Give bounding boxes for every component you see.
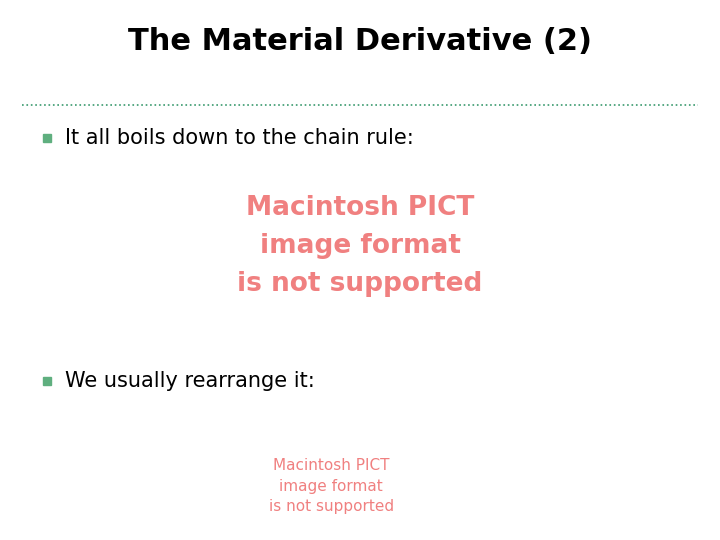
Text: The Material Derivative (2): The Material Derivative (2) xyxy=(128,27,592,56)
Text: Macintosh PICT
image format
is not supported: Macintosh PICT image format is not suppo… xyxy=(269,457,394,515)
Text: Macintosh PICT
image format
is not supported: Macintosh PICT image format is not suppo… xyxy=(238,195,482,296)
Text: We usually rearrange it:: We usually rearrange it: xyxy=(65,370,315,391)
Text: It all boils down to the chain rule:: It all boils down to the chain rule: xyxy=(65,127,413,148)
